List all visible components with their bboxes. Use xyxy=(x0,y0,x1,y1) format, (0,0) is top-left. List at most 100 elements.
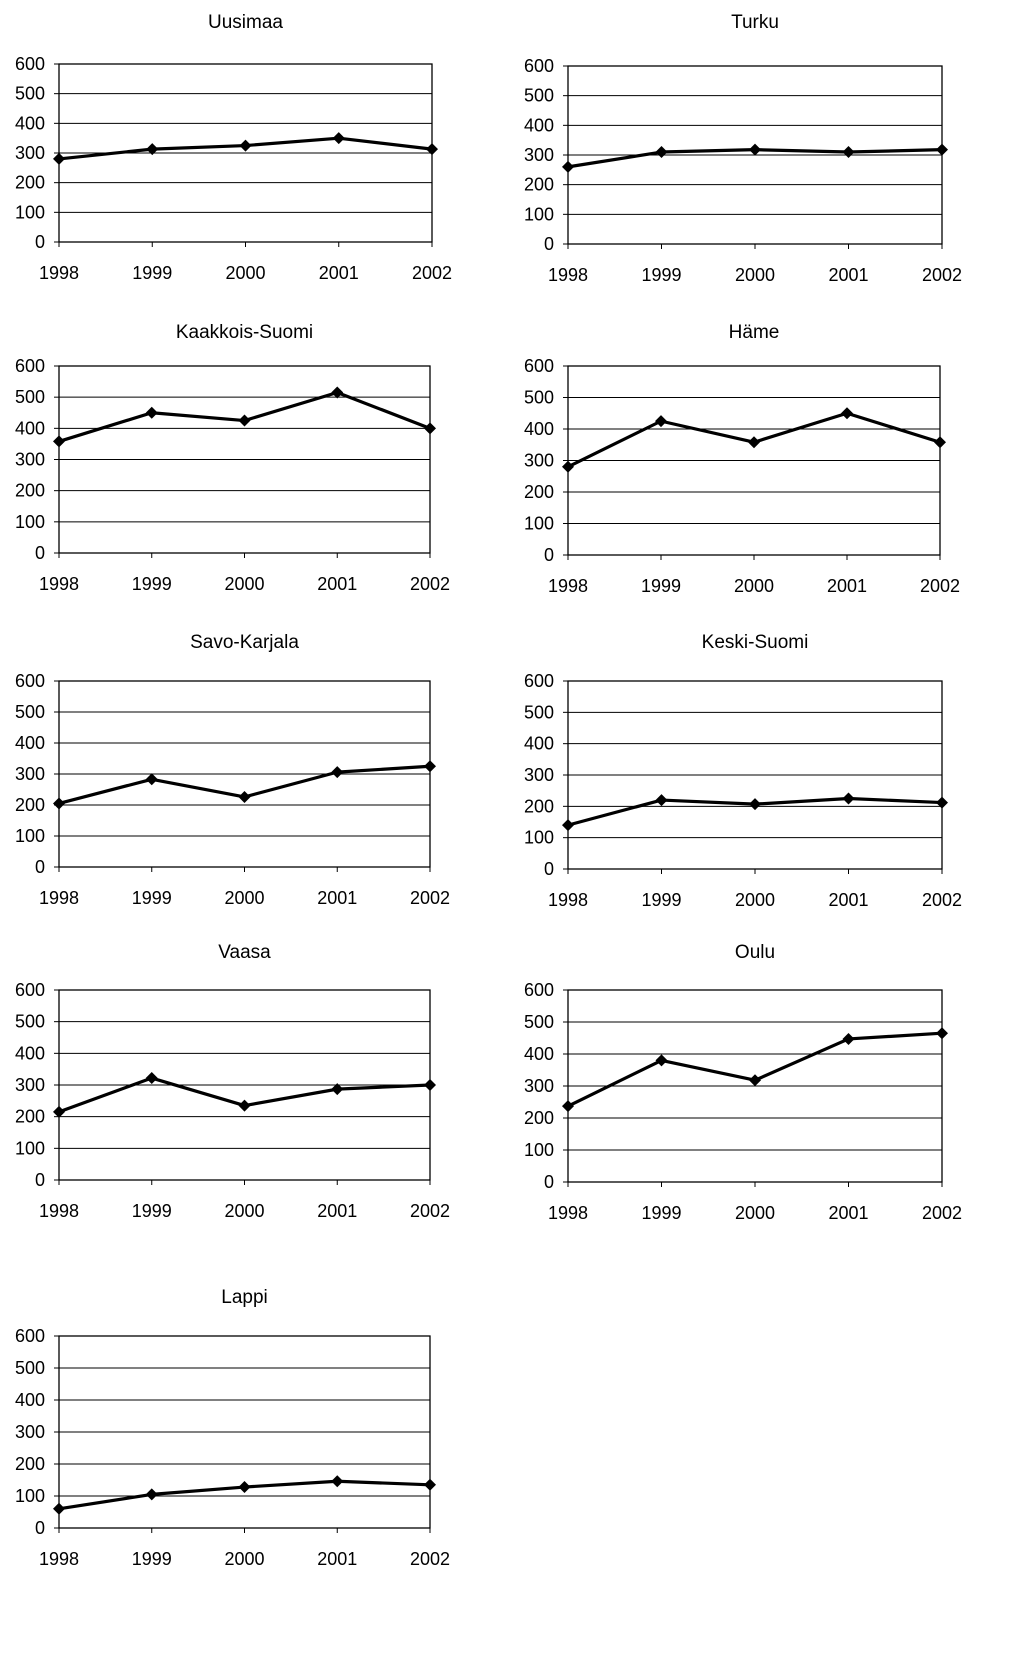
y-tick-label: 200 xyxy=(15,1454,45,1474)
chart-title: Uusimaa xyxy=(208,12,283,33)
data-point xyxy=(749,143,761,156)
y-tick-label: 0 xyxy=(544,234,554,254)
y-tick-label: 400 xyxy=(15,1390,45,1410)
x-tick-label: 2002 xyxy=(922,1203,962,1223)
data-point xyxy=(424,760,436,773)
x-tick-label: 2000 xyxy=(735,265,775,285)
x-tick-label: 1999 xyxy=(132,1549,172,1569)
y-tick-label: 600 xyxy=(15,356,45,376)
x-tick-label: 2000 xyxy=(735,1203,775,1223)
x-tick-label: 1998 xyxy=(39,888,79,908)
y-tick-label: 600 xyxy=(15,671,45,691)
x-tick-label: 2000 xyxy=(224,1201,264,1221)
data-point xyxy=(655,146,668,159)
y-tick-label: 0 xyxy=(35,1518,45,1538)
chart-panel: Häme 0 100 200 300 400 500 600 1998 1999 2000 2001 2… xyxy=(524,322,960,596)
series-line xyxy=(567,1031,943,1108)
y-tick-label: 500 xyxy=(15,702,45,722)
data-point xyxy=(238,1099,251,1112)
chart-panel: Uusimaa 0 100 200 300 400 500 600 1998 1999 2000 20… xyxy=(15,12,452,283)
y-tick-label: 400 xyxy=(15,1043,45,1063)
y-tick-label: 600 xyxy=(524,671,554,691)
y-tick-label: 0 xyxy=(35,857,45,877)
data-point xyxy=(53,435,65,448)
x-tick-label: 2002 xyxy=(412,263,452,283)
data-point xyxy=(331,1475,344,1488)
x-tick-label: 1999 xyxy=(132,888,172,908)
y-tick-label: 0 xyxy=(35,232,45,252)
x-tick-label: 1998 xyxy=(39,574,79,594)
data-point xyxy=(655,415,667,428)
chart-panel: Savo-Karjala 0 100 200 300 400 500 600 1998 1999 2… xyxy=(15,632,450,908)
y-tick-label: 300 xyxy=(524,145,554,165)
y-tick-label: 600 xyxy=(524,56,554,76)
y-tick-label: 500 xyxy=(524,86,554,106)
y-tick-label: 500 xyxy=(524,1012,554,1032)
x-tick-label: 1998 xyxy=(548,576,588,596)
y-tick-label: 300 xyxy=(524,451,554,471)
chart-panel: Keski-Suomi 0 100 200 300 400 500 600 1998 1999 20… xyxy=(524,632,962,910)
data-point xyxy=(424,1478,436,1491)
data-point xyxy=(562,460,574,473)
y-tick-label: 400 xyxy=(524,419,554,439)
data-point xyxy=(53,797,65,810)
x-tick-label: 1998 xyxy=(548,265,588,285)
y-tick-label: 300 xyxy=(15,764,45,784)
data-point xyxy=(934,436,946,449)
data-point xyxy=(53,1502,65,1515)
data-point xyxy=(424,1079,436,1091)
data-point xyxy=(842,1032,855,1045)
y-tick-label: 500 xyxy=(524,702,554,722)
chart-title: Oulu xyxy=(735,942,775,963)
y-tick-label: 0 xyxy=(35,1170,45,1190)
y-tick-label: 100 xyxy=(15,512,45,532)
data-point xyxy=(936,143,948,156)
y-tick-label: 100 xyxy=(15,826,45,846)
x-tick-label: 2001 xyxy=(317,1201,357,1221)
chart-title: Häme xyxy=(729,322,780,343)
y-tick-label: 600 xyxy=(15,1326,45,1346)
data-point xyxy=(145,773,158,786)
x-tick-label: 1999 xyxy=(132,574,172,594)
y-tick-label: 200 xyxy=(524,482,554,502)
x-tick-label: 2001 xyxy=(828,265,868,285)
data-point xyxy=(145,1488,158,1501)
y-tick-label: 200 xyxy=(524,796,554,816)
x-tick-label: 2001 xyxy=(319,263,359,283)
y-tick-label: 200 xyxy=(15,173,45,193)
x-tick-label: 2000 xyxy=(225,263,265,283)
x-tick-label: 1998 xyxy=(548,890,588,910)
x-tick-label: 2001 xyxy=(317,1549,357,1569)
data-point xyxy=(145,406,158,419)
x-tick-label: 2002 xyxy=(410,1201,450,1221)
data-point xyxy=(238,414,251,427)
y-tick-label: 300 xyxy=(15,1075,45,1095)
data-point xyxy=(424,422,436,435)
data-point xyxy=(655,794,668,807)
data-point xyxy=(53,1105,65,1118)
chart-title: Vaasa xyxy=(218,942,271,963)
y-tick-label: 200 xyxy=(524,1108,554,1128)
x-tick-label: 1999 xyxy=(641,576,681,596)
y-tick-label: 600 xyxy=(524,356,554,376)
data-point xyxy=(238,1481,251,1494)
x-tick-label: 2002 xyxy=(922,890,962,910)
data-point xyxy=(842,792,855,805)
y-tick-label: 500 xyxy=(15,84,45,104)
y-tick-label: 0 xyxy=(544,1172,554,1192)
y-tick-label: 100 xyxy=(524,204,554,224)
y-tick-label: 400 xyxy=(15,733,45,753)
y-tick-label: 100 xyxy=(524,1140,554,1160)
x-tick-label: 1999 xyxy=(641,265,681,285)
y-tick-label: 600 xyxy=(15,980,45,1000)
y-tick-label: 500 xyxy=(15,1012,45,1032)
x-tick-label: 2002 xyxy=(922,265,962,285)
y-tick-label: 0 xyxy=(544,859,554,879)
y-tick-label: 600 xyxy=(15,54,45,74)
chart-title: Kaakkois-Suomi xyxy=(176,322,313,343)
x-tick-label: 2000 xyxy=(224,1549,264,1569)
data-point xyxy=(562,819,574,832)
x-tick-label: 2001 xyxy=(828,890,868,910)
x-tick-label: 1998 xyxy=(39,1549,79,1569)
